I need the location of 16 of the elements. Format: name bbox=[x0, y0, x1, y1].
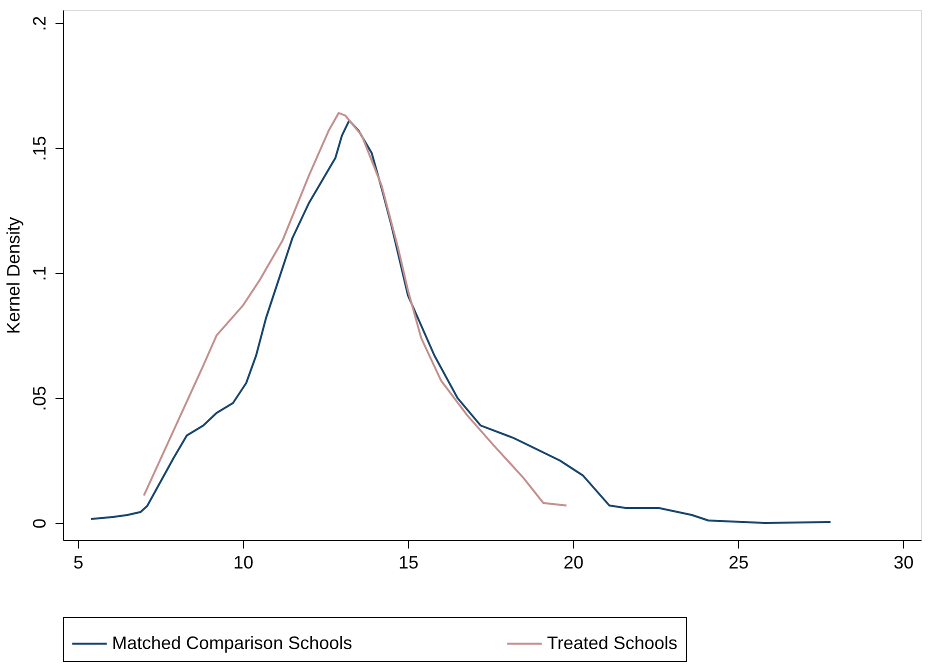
legend-label: Matched Comparison Schools bbox=[112, 632, 352, 653]
line-series bbox=[142, 112, 568, 506]
y-axis-title: Kernel Density bbox=[4, 216, 24, 334]
y-tick-label: .15 bbox=[30, 136, 50, 162]
legend-label: Treated Schools bbox=[547, 632, 678, 653]
x-tick-label: 10 bbox=[233, 552, 254, 572]
x-tick-label: 15 bbox=[398, 552, 418, 572]
line-series bbox=[90, 120, 832, 524]
y-tick-label: .1 bbox=[30, 266, 50, 282]
x-tick-label: 5 bbox=[73, 552, 84, 572]
y-tick-label: 0 bbox=[30, 518, 50, 529]
y-tick-label: .05 bbox=[30, 386, 50, 412]
y-tick-label: .2 bbox=[30, 16, 50, 32]
x-tick-label: 30 bbox=[894, 552, 914, 572]
x-tick-label: 25 bbox=[728, 552, 749, 572]
x-tick-label: 20 bbox=[564, 552, 584, 572]
